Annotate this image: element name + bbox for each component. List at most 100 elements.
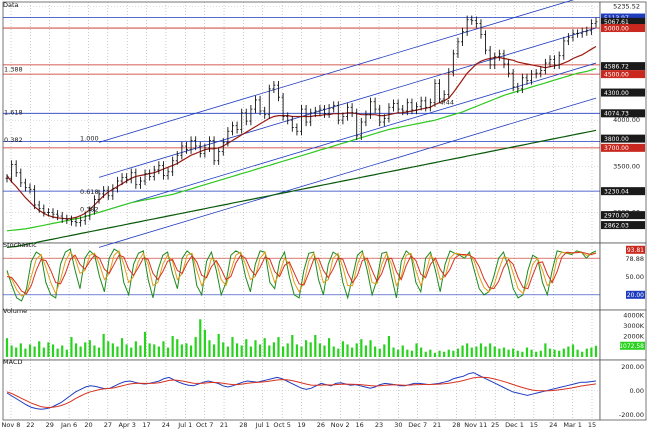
price-ma-line-ma200 — [6, 129, 597, 248]
volume-bar-124 — [576, 349, 579, 357]
volume-bar-69 — [323, 345, 326, 357]
volume-bar-45 — [212, 344, 216, 357]
volume-bar-82 — [383, 344, 386, 357]
x-tick-label-11: 21 — [220, 421, 228, 429]
stoch-tick-label-2: 50.00 — [625, 273, 644, 281]
volume-bar-108 — [502, 347, 506, 357]
volume-bar-33 — [157, 346, 160, 357]
volume-current-box — [620, 341, 645, 350]
volume-bar-91 — [424, 351, 427, 357]
volume-bar-87 — [406, 349, 409, 357]
volume-bar-114 — [530, 349, 533, 357]
fib-label-3: 1.388 — [4, 65, 23, 73]
volume-bar-1 — [10, 345, 13, 357]
x-tick-label-8: 24 — [162, 421, 170, 429]
volume-bar-65 — [305, 340, 308, 357]
x-tick-label-27: 15 — [530, 421, 538, 429]
price-label-box-8 — [601, 143, 645, 152]
volume-bar-42 — [199, 319, 202, 357]
axis-frame-stoch — [599, 242, 647, 311]
volume-bar-32 — [153, 344, 156, 357]
volume-bar-46 — [217, 333, 220, 357]
macd-tick-label-0: 200.00 — [621, 363, 644, 371]
stoch-tick-label-0: 93.81 — [627, 247, 644, 254]
volume-bar-27 — [130, 347, 133, 357]
x-tick-label-1: 22 — [26, 421, 34, 429]
price-label-box-10 — [601, 211, 645, 220]
x-tick-label-15: 19 — [297, 421, 305, 429]
volume-bar-30 — [143, 331, 147, 357]
volume-bar-2 — [15, 347, 18, 357]
volume-bar-122 — [567, 346, 570, 357]
volume-bar-6 — [33, 346, 36, 357]
x-tick-label-25: 25 — [491, 421, 499, 429]
price-label-box-5 — [601, 88, 645, 97]
volume-bar-94 — [438, 350, 441, 357]
volume-bar-112 — [521, 351, 524, 357]
volume-bar-90 — [420, 347, 423, 357]
price-channel-line-3 — [98, 0, 575, 143]
price-label-6: 4074.73 — [604, 111, 629, 118]
volume-bar-29 — [139, 345, 142, 357]
volume-bar-93 — [433, 352, 437, 357]
volume-bar-34 — [162, 341, 165, 357]
volume-bar-37 — [176, 339, 179, 357]
volume-bar-5 — [28, 344, 32, 357]
price-label-1: 5067.61 — [604, 19, 629, 26]
volume-bar-89 — [415, 343, 418, 357]
price-label-box-1 — [601, 17, 645, 26]
volume-bar-110 — [512, 348, 515, 357]
fib-label-4: 1.618 — [4, 109, 23, 117]
macd-tick-label-2: -200.00 — [619, 411, 644, 419]
volume-tick-label-1: 3000K — [623, 322, 645, 330]
volume-bar-120 — [558, 350, 561, 357]
volume-bar-85 — [397, 349, 400, 357]
x-tick-label-5: 27 — [104, 421, 112, 429]
volume-bar-88 — [410, 350, 414, 357]
volume-bar-104 — [484, 346, 487, 357]
volume-bar-52 — [245, 339, 248, 357]
volume-bar-103 — [479, 343, 483, 357]
price-label-11: 2862.03 — [604, 222, 629, 229]
x-tick-label-3: Jan 6 — [60, 421, 77, 429]
volume-bar-100 — [466, 343, 469, 357]
price-ma-line-ma100 — [6, 68, 597, 232]
volume-bar-113 — [525, 347, 529, 357]
x-tick-label-18: 16 — [355, 421, 363, 429]
price-tick-label-0: 5235.52 — [613, 2, 640, 10]
volume-bar-111 — [516, 350, 519, 357]
volume-bar-102 — [475, 346, 478, 357]
volume-bar-117 — [544, 343, 547, 357]
volume-bar-14 — [70, 337, 73, 357]
price-annotation: 4.44 — [440, 99, 454, 107]
price-label-9: 3230.04 — [604, 188, 629, 195]
volume-bar-60 — [281, 346, 285, 357]
volume-tick-label-2: 2000K — [623, 332, 645, 340]
volume-bar-38 — [180, 344, 183, 357]
price-label-box-11 — [601, 221, 645, 230]
volume-bar-67 — [314, 335, 317, 357]
volume-bar-97 — [452, 350, 455, 357]
fib-label-5: 0.382 — [4, 136, 23, 144]
volume-bar-96 — [447, 349, 450, 357]
volume-bar-41 — [194, 337, 197, 357]
volume-bar-31 — [148, 343, 151, 357]
volume-bar-106 — [493, 346, 496, 357]
volume-bar-25 — [120, 338, 124, 357]
volume-bar-47 — [222, 342, 225, 357]
volume-bar-7 — [38, 341, 41, 357]
x-tick-label-28: 24 — [549, 421, 557, 429]
volume-bar-71 — [332, 346, 335, 357]
axis-frame-macd — [599, 359, 647, 421]
volume-bar-75 — [351, 347, 354, 357]
volume-bar-81 — [378, 348, 381, 357]
volume-bar-115 — [535, 351, 538, 357]
volume-bar-16 — [79, 346, 82, 357]
x-tick-label-17: Nov 2 — [331, 421, 350, 429]
volume-bar-24 — [116, 346, 119, 357]
volume-bar-119 — [553, 349, 556, 357]
panel-title-macd: MACD — [3, 358, 22, 366]
volume-bar-125 — [581, 351, 584, 357]
volume-bar-35 — [166, 347, 170, 357]
